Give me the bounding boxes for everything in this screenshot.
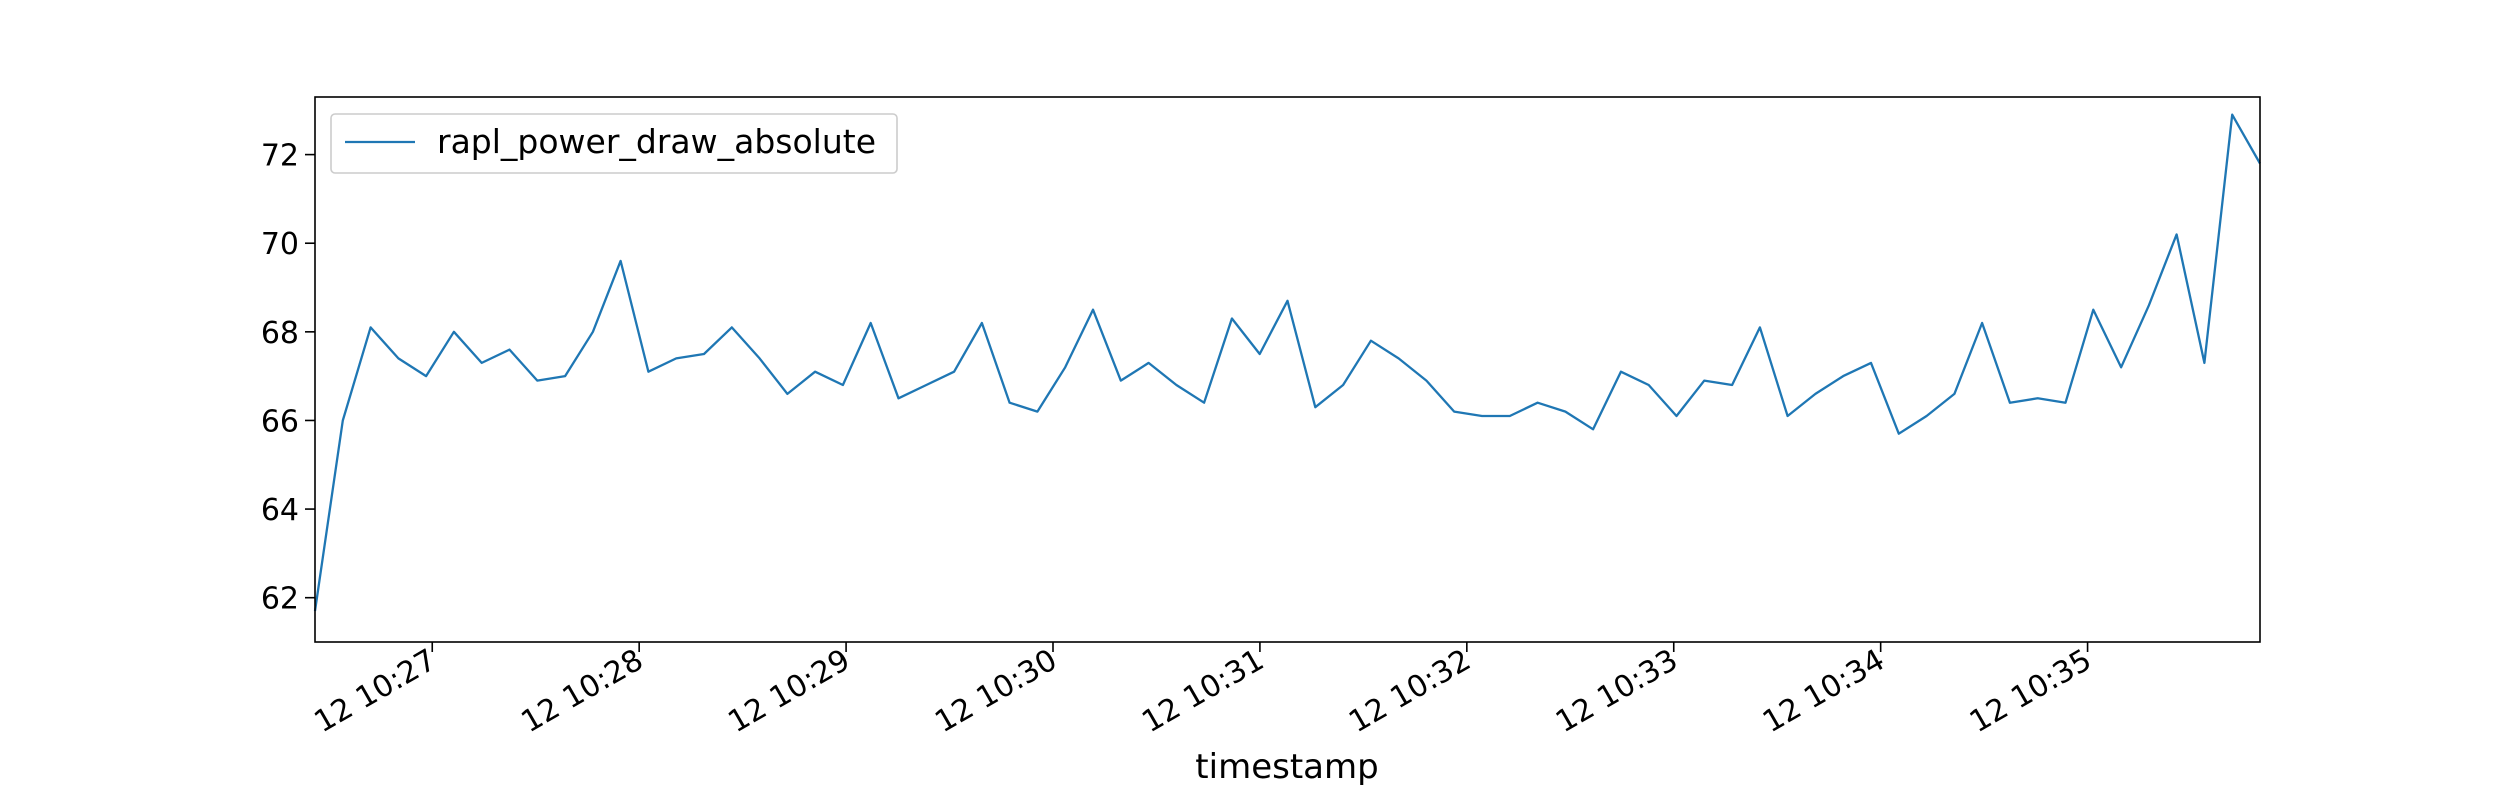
y-tick-label: 62 bbox=[261, 582, 299, 617]
x-tick-label: 12 10:35 bbox=[1964, 643, 2098, 740]
y-tick-label: 66 bbox=[261, 404, 299, 439]
x-tick-label: 12 10:30 bbox=[929, 643, 1063, 740]
x-tick-label: 12 10:27 bbox=[309, 643, 443, 740]
x-tick-label: 12 10:33 bbox=[1550, 643, 1684, 740]
y-tick-label: 72 bbox=[261, 139, 299, 174]
legend-label: rapl_power_draw_absolute bbox=[437, 122, 876, 161]
y-tick-label: 64 bbox=[261, 493, 299, 528]
x-axis: 12 10:27 12 10:28 12 10:29 12 10:30 12 10:31… bbox=[309, 642, 2098, 740]
x-tick-label: 12 10:28 bbox=[515, 643, 649, 740]
x-tick-label: 12 10:31 bbox=[1136, 643, 1270, 740]
series-line-rapl-power-draw-absolute bbox=[313, 113, 2261, 612]
x-tick-label: 12 10:32 bbox=[1343, 643, 1477, 740]
y-axis: 62 64 66 68 70 72 bbox=[261, 139, 315, 617]
y-tick-label: 70 bbox=[261, 227, 299, 262]
legend-box bbox=[330, 113, 898, 174]
legend: rapl_power_draw_absolute bbox=[330, 113, 898, 174]
x-axis-label: timestamp bbox=[1195, 747, 1378, 787]
x-tick-label: 12 10:34 bbox=[1757, 643, 1891, 740]
plot-frame bbox=[314, 96, 2261, 643]
x-tick-label: 12 10:29 bbox=[722, 643, 856, 740]
y-tick-label: 68 bbox=[261, 316, 299, 351]
plot-area bbox=[315, 97, 2260, 642]
